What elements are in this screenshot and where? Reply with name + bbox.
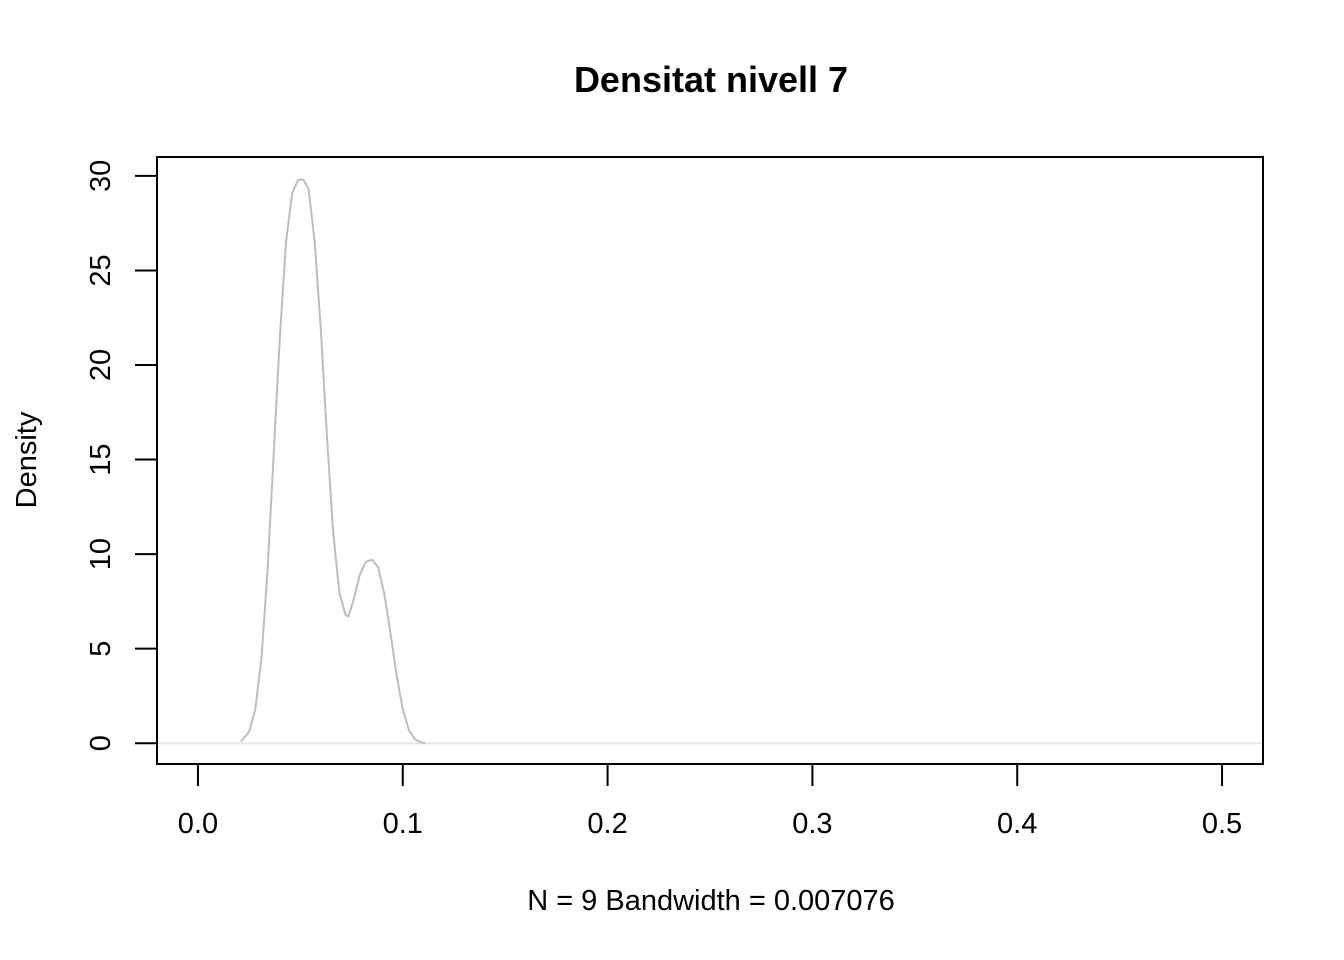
y-tick-label: 20 [85, 349, 117, 381]
plot-area [158, 178, 1262, 745]
x-tick-label: 0.5 [1202, 808, 1242, 840]
chart-title: Densitat nivell 7 [574, 59, 848, 100]
y-axis-label: Density [11, 411, 43, 508]
x-tick-label: 0.2 [587, 808, 627, 840]
y-tick-label: 15 [85, 443, 117, 475]
x-tick-label: 0.3 [792, 808, 832, 840]
density-curve [240, 178, 426, 745]
x-tick-label: 0.1 [383, 808, 423, 840]
y-tick-label: 5 [85, 641, 117, 657]
y-tick-label: 25 [85, 254, 117, 286]
plot-frame [156, 156, 1264, 765]
y-tick-label: 0 [85, 735, 117, 751]
y-tick-label: 10 [85, 538, 117, 570]
y-tick-label: 30 [85, 160, 117, 192]
x-axis: 0.0 0.1 0.2 0.3 0.4 0.5 [178, 763, 1242, 840]
y-axis: 0 5 10 15 20 25 30 [85, 160, 158, 751]
x-axis-label: N = 9 Bandwidth = 0.007076 [527, 885, 895, 917]
x-tick-label: 0.4 [997, 808, 1037, 840]
x-tick-label: 0.0 [178, 808, 218, 840]
